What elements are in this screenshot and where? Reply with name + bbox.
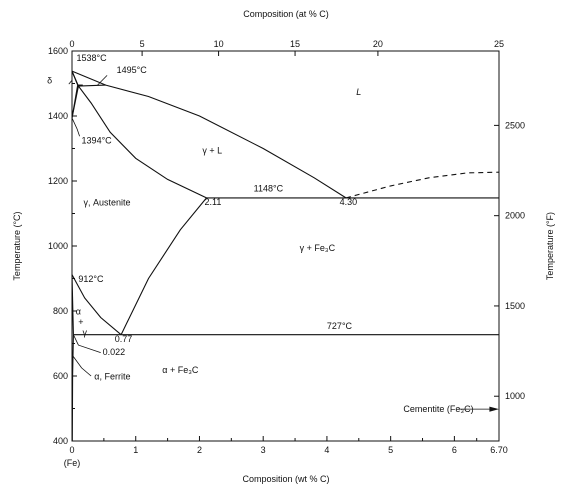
x-tick-label: 1 (133, 445, 138, 455)
y2-tick-label: 2000 (505, 211, 525, 221)
annotation-label: 1495°C (117, 65, 148, 75)
annotation-label: 1394°C (82, 135, 113, 145)
region-label: γ + L (202, 145, 222, 155)
leader-1394 (71, 117, 80, 137)
annotation-label: α, Ferrite (94, 371, 130, 381)
annotation-label: 1538°C (76, 53, 107, 63)
annotation-label: 0.022 (103, 347, 126, 357)
y-tick-label: 800 (53, 306, 68, 316)
region-label: γ, Austenite (84, 197, 131, 207)
y2-tick-label: 1000 (505, 391, 525, 401)
y-tick-label: 600 (53, 371, 68, 381)
region-label: α + Fe₃C (162, 365, 199, 375)
annotation-label: 1148°C (254, 183, 284, 193)
plot-frame (71, 50, 500, 442)
x2-axis-title: Composition (at % C) (243, 9, 329, 19)
y-axis-title: Temperature (°C) (12, 211, 22, 280)
leader-0022 (73, 334, 101, 353)
phase-boundary-line (71, 334, 74, 442)
region-label: δ (47, 76, 52, 86)
x-tick-label: 5 (388, 445, 393, 455)
x-tick-label: 2 (197, 445, 202, 455)
x2-tick-label: 25 (494, 39, 504, 49)
phase-boundary-line (71, 70, 79, 86)
y2-tick-label: 2500 (505, 120, 525, 130)
annotation-label: 727°C (327, 321, 353, 331)
region-label: L (356, 87, 361, 97)
y-tick-label: 1400 (48, 111, 68, 121)
x-tick-label: 0 (69, 445, 74, 455)
x-tick-label: 4 (324, 445, 329, 455)
region-label: γ (82, 327, 87, 337)
y-tick-label: 400 (53, 436, 68, 446)
x-origin-label: (Fe) (64, 458, 81, 468)
annotation-label: 4.30 (340, 197, 358, 207)
phase-boundary-line (71, 274, 74, 335)
y2-tick-label: 1500 (505, 301, 525, 311)
annotation-label: 0.77 (115, 334, 133, 344)
y2-axis-title: Temperature (°F) (545, 212, 555, 280)
x2-tick-label: 0 (69, 39, 74, 49)
leader-1495 (97, 75, 108, 86)
phase-boundary-line (345, 171, 500, 199)
x2-tick-label: 15 (290, 39, 300, 49)
region-label: γ + Fe₃C (300, 243, 336, 253)
leader-ferrite (72, 356, 92, 377)
annotation-label: Cementite (Fe₃C) (403, 404, 473, 414)
y-tick-label: 1600 (48, 46, 68, 56)
y-tick-label: 1200 (48, 176, 68, 186)
phase-boundary-line (78, 84, 106, 87)
phase-boundary-line (120, 197, 207, 335)
x-tick-label: 3 (261, 445, 266, 455)
y-tick-label: 1000 (48, 241, 68, 251)
leader-delta (68, 80, 73, 85)
x2-tick-label: 10 (214, 39, 224, 49)
phase-boundary-line (71, 85, 79, 118)
cementite-arrow-head (489, 406, 499, 412)
annotation-label: 2.11 (205, 197, 222, 207)
region-label: α (76, 306, 81, 316)
x2-tick-label: 5 (140, 39, 145, 49)
x-tick-label: 6.70 (490, 445, 508, 455)
x2-tick-label: 20 (373, 39, 383, 49)
phase-boundary-line (71, 274, 122, 336)
annotation-label: 912°C (78, 274, 104, 284)
x-axis-title: Composition (wt % C) (242, 474, 329, 484)
x-tick-label: 6 (452, 445, 457, 455)
region-label: + (78, 317, 83, 327)
phase-boundary-line (71, 70, 347, 199)
